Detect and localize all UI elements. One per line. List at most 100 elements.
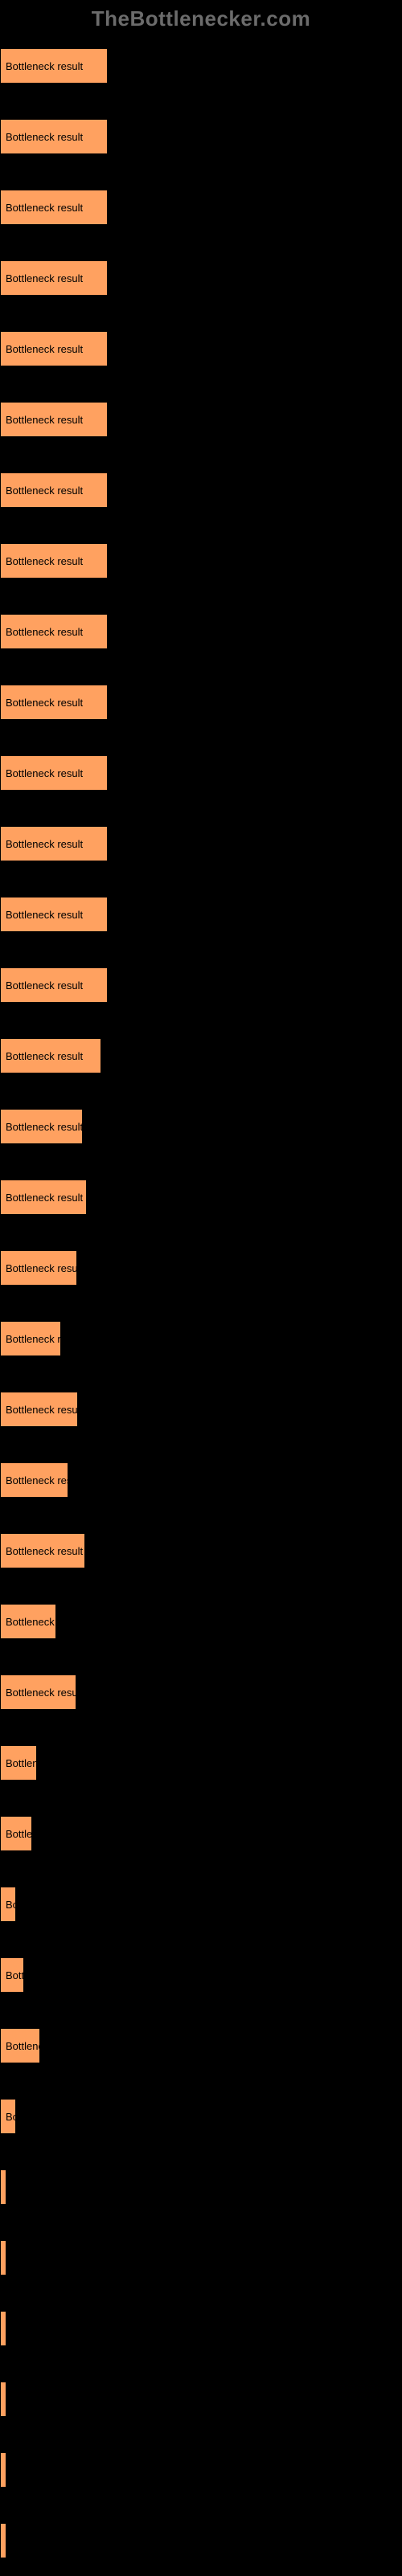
chart-row: Bottleneck result	[0, 808, 402, 879]
chart-bar: Bottleneck result	[0, 1180, 87, 1215]
chart-row: Bottleneck result	[0, 879, 402, 950]
chart-bar-label: Bottleneck result	[6, 979, 83, 992]
chart-bar-label: Bottleneck result	[6, 1192, 83, 1204]
chart-row: Bottleneck result	[0, 1728, 402, 1798]
chart-bar-label: Bottleneck result	[6, 697, 83, 709]
chart-bar: Bottleneck result	[0, 48, 108, 84]
chart-bar-label: Bottleneck result	[6, 2040, 40, 2052]
chart-row: Bottleneck result	[0, 101, 402, 172]
chart-bar-label: Bottleneck result	[6, 909, 83, 921]
chart-row: Bottleneck result	[0, 2222, 402, 2293]
chart-row: Bottleneck result	[0, 1515, 402, 1586]
chart-bar-label: Bottleneck result	[6, 60, 83, 72]
chart-row: Bottleneck result	[0, 667, 402, 738]
chart-bar: Bottleneck result	[0, 472, 108, 508]
chart-bar: Bottleneck result	[0, 685, 108, 720]
chart-bar-label: Bottleneck result	[6, 343, 83, 355]
chart-bar: Bottleneck result	[0, 543, 108, 579]
chart-bar-label: Bottleneck result	[6, 272, 83, 284]
chart-row: Bottleneck result	[0, 384, 402, 455]
chart-row: Bottleneck result	[0, 1586, 402, 1657]
chart-bar: Bottleneck result	[0, 1109, 83, 1144]
chart-bar: Bottleneck result	[0, 1957, 24, 1993]
chart-bar-label: Bottleneck result	[6, 555, 83, 567]
bottleneck-bar-chart: Bottleneck result Bottleneck result Bottle…	[0, 0, 402, 2576]
chart-bar: Bottleneck result	[0, 2452, 6, 2488]
chart-row: Bottleneck result	[0, 1020, 402, 1091]
chart-row: Bottleneck result	[0, 1798, 402, 1869]
chart-bar-label: Bottleneck result	[6, 1474, 68, 1486]
chart-bar: Bottleneck result	[0, 2382, 6, 2417]
chart-row: Bottleneck result	[0, 2081, 402, 2152]
chart-bar-label: Bottleneck result	[6, 1333, 61, 1345]
chart-bar-label: Bottleneck result	[6, 1545, 83, 1557]
chart-bar-label: Bottleneck result	[6, 1121, 83, 1133]
chart-bar: Bottleneck result	[0, 1533, 85, 1568]
chart-bar: Bottleneck result	[0, 967, 108, 1003]
chart-row: Bottleneck result	[0, 2152, 402, 2222]
chart-bar: Bottleneck result	[0, 2240, 6, 2275]
chart-bar-label: Bottleneck result	[6, 1616, 56, 1628]
chart-bar-label: Bottleneck result	[6, 2111, 16, 2123]
chart-row: Bottleneck result	[0, 31, 402, 101]
chart-bar-label: Bottleneck result	[6, 1050, 83, 1062]
chart-bar: Bottleneck result	[0, 1392, 78, 1427]
chart-row: Bottleneck result	[0, 2505, 402, 2576]
chart-row: Bottleneck result	[0, 950, 402, 1020]
chart-bar: Bottleneck result	[0, 402, 108, 437]
chart-bar: Bottleneck result	[0, 2523, 6, 2558]
chart-row: Bottleneck result	[0, 1940, 402, 2010]
chart-bar-label: Bottleneck result	[6, 1828, 32, 1840]
chart-row: Bottleneck result	[0, 1657, 402, 1728]
chart-bar-label: Bottleneck result	[6, 838, 83, 850]
chart-row: Bottleneck result	[0, 2293, 402, 2364]
chart-bar-label: Bottleneck result	[6, 1687, 76, 1699]
chart-bar: Bottleneck result	[0, 119, 108, 154]
chart-bar: Bottleneck result	[0, 190, 108, 225]
chart-bar: Bottleneck result	[0, 1038, 101, 1073]
chart-row: Bottleneck result	[0, 525, 402, 596]
chart-row: Bottleneck result	[0, 243, 402, 313]
chart-row: Bottleneck result	[0, 2435, 402, 2505]
chart-bar: Bottleneck result	[0, 2311, 6, 2346]
chart-bar-label: Bottleneck result	[6, 767, 83, 779]
chart-row: Bottleneck result	[0, 1233, 402, 1303]
chart-bar-label: Bottleneck result	[6, 485, 83, 497]
chart-bar: Bottleneck result	[0, 2028, 40, 2063]
chart-row: Bottleneck result	[0, 1303, 402, 1374]
chart-bar: Bottleneck result	[0, 614, 108, 649]
chart-bar-label: Bottleneck result	[6, 131, 83, 143]
chart-bar-label: Bottleneck result	[6, 1262, 77, 1274]
chart-bar-label: Bottleneck result	[6, 1757, 37, 1769]
chart-bar-label: Bottleneck result	[6, 414, 83, 426]
chart-row: Bottleneck result	[0, 1374, 402, 1445]
chart-bar-label: Bottleneck result	[6, 1969, 24, 1981]
chart-row: Bottleneck result	[0, 2010, 402, 2081]
chart-row: Bottleneck result	[0, 738, 402, 808]
chart-bar: Bottleneck result	[0, 1887, 16, 1922]
chart-bar: Bottleneck result	[0, 1816, 32, 1851]
chart-bar: Bottleneck result	[0, 331, 108, 366]
chart-bar: Bottleneck result	[0, 260, 108, 296]
chart-row: Bottleneck result	[0, 1869, 402, 1940]
chart-bar: Bottleneck result	[0, 1745, 37, 1781]
chart-bar: Bottleneck result	[0, 755, 108, 791]
chart-row: Bottleneck result	[0, 1445, 402, 1515]
chart-bar: Bottleneck result	[0, 1674, 76, 1710]
chart-bar-label: Bottleneck result	[6, 1404, 78, 1416]
chart-row: Bottleneck result	[0, 1162, 402, 1233]
chart-bar: Bottleneck result	[0, 1462, 68, 1498]
chart-bar: Bottleneck result	[0, 1604, 56, 1639]
chart-bar: Bottleneck result	[0, 826, 108, 861]
chart-bar: Bottleneck result	[0, 2169, 6, 2205]
chart-row: Bottleneck result	[0, 172, 402, 243]
chart-row: Bottleneck result	[0, 455, 402, 525]
chart-row: Bottleneck result	[0, 2364, 402, 2435]
chart-row: Bottleneck result	[0, 596, 402, 667]
chart-bar: Bottleneck result	[0, 1321, 61, 1356]
chart-bar-label: Bottleneck result	[6, 626, 83, 638]
chart-bar-label: Bottleneck result	[6, 1899, 16, 1911]
chart-bar-label: Bottleneck result	[6, 202, 83, 214]
chart-bar: Bottleneck result	[0, 1250, 77, 1286]
chart-row: Bottleneck result	[0, 313, 402, 384]
